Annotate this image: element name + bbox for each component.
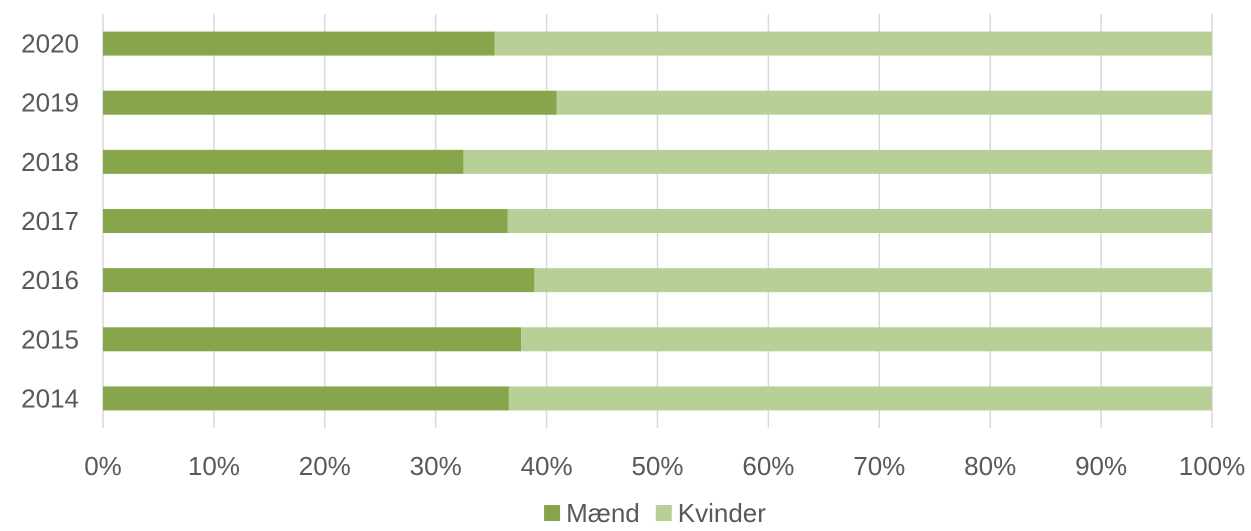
x-tick-label: 80% bbox=[964, 451, 1016, 481]
bar-maend-2016 bbox=[103, 268, 535, 293]
y-tick-label: 2014 bbox=[21, 383, 79, 413]
y-tick-label: 2020 bbox=[21, 29, 79, 59]
x-tick-label: 10% bbox=[188, 451, 240, 481]
bar-maend-2014 bbox=[103, 386, 509, 411]
bar-kvinder-2017 bbox=[507, 209, 1212, 233]
x-tick-label: 0% bbox=[84, 451, 122, 481]
x-tick-label: 20% bbox=[299, 451, 351, 481]
legend-label-maend: Mænd bbox=[566, 498, 640, 528]
y-tick-label: 2015 bbox=[21, 324, 79, 354]
bar-kvinder-2020 bbox=[494, 31, 1212, 56]
x-tick-label: 40% bbox=[521, 451, 573, 481]
x-tick-label: 90% bbox=[1075, 451, 1127, 481]
x-tick-label: 70% bbox=[853, 451, 905, 481]
x-tick-label: 60% bbox=[742, 451, 794, 481]
bar-maend-2019 bbox=[103, 90, 557, 115]
legend-swatch-kvinder bbox=[655, 505, 672, 521]
bar-maend-2020 bbox=[103, 31, 495, 56]
bar-maend-2018 bbox=[103, 149, 464, 174]
y-tick-label: 2019 bbox=[21, 88, 79, 118]
bar-kvinder-2019 bbox=[556, 90, 1212, 115]
y-axis-labels: 2020 2019 2018 2017 2016 2015 2014 bbox=[21, 29, 79, 414]
legend: Mænd Kvinder bbox=[544, 498, 766, 528]
bar-kvinder-2015 bbox=[521, 327, 1212, 352]
bars bbox=[103, 31, 1212, 411]
bar-kvinder-2014 bbox=[508, 386, 1212, 411]
y-tick-label: 2016 bbox=[21, 265, 79, 295]
x-tick-label: 30% bbox=[410, 451, 462, 481]
y-tick-label: 2017 bbox=[21, 206, 79, 236]
bar-kvinder-2018 bbox=[463, 149, 1212, 174]
y-tick-label: 2018 bbox=[21, 147, 79, 177]
x-tick-label: 50% bbox=[631, 451, 683, 481]
legend-swatch-maend bbox=[544, 505, 561, 521]
x-axis-labels: 0% 10% 20% 30% 40% 50% 60% 70% 80% 90% 100% bbox=[84, 451, 1245, 481]
bar-maend-2017 bbox=[103, 209, 508, 233]
x-tick-label: 100% bbox=[1179, 451, 1246, 481]
bar-maend-2015 bbox=[103, 327, 522, 352]
bar-kvinder-2016 bbox=[534, 268, 1212, 293]
legend-label-kvinder: Kvinder bbox=[678, 498, 766, 528]
